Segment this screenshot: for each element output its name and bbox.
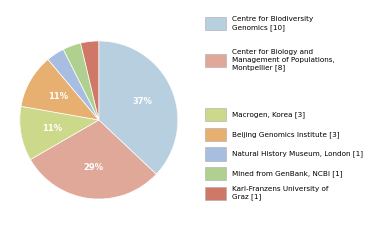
- Text: Natural History Museum, London [1]: Natural History Museum, London [1]: [232, 150, 363, 157]
- Text: 37%: 37%: [132, 97, 152, 106]
- Text: Macrogen, Korea [3]: Macrogen, Korea [3]: [232, 111, 305, 118]
- Wedge shape: [63, 43, 99, 120]
- Wedge shape: [48, 49, 99, 120]
- Wedge shape: [81, 41, 99, 120]
- Wedge shape: [99, 41, 178, 174]
- Text: Center for Biology and
Management of Populations,
Montpellier [8]: Center for Biology and Management of Pop…: [232, 49, 334, 71]
- Text: 11%: 11%: [48, 92, 68, 101]
- Wedge shape: [20, 106, 99, 160]
- Text: 11%: 11%: [42, 124, 62, 133]
- Wedge shape: [21, 60, 99, 120]
- Wedge shape: [30, 120, 156, 199]
- Text: Centre for Biodiversity
Genomics [10]: Centre for Biodiversity Genomics [10]: [232, 16, 313, 30]
- Text: Beijing Genomics Institute [3]: Beijing Genomics Institute [3]: [232, 131, 339, 138]
- Text: Karl-Franzens University of
Graz [1]: Karl-Franzens University of Graz [1]: [232, 186, 328, 200]
- Text: Mined from GenBank, NCBI [1]: Mined from GenBank, NCBI [1]: [232, 170, 342, 177]
- Text: 29%: 29%: [83, 163, 103, 172]
